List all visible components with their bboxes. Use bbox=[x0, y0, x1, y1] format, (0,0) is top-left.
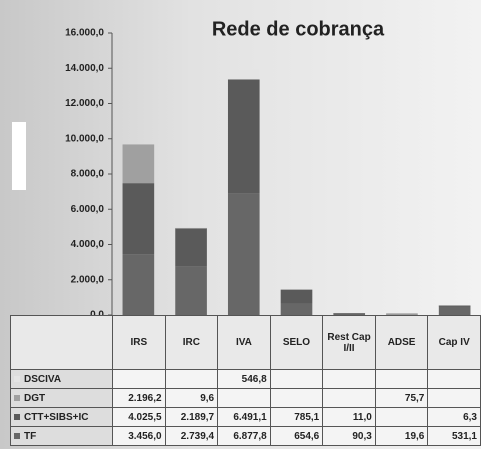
data-table: IRS IRC IVA SELO Rest Cap I/II ADSE Cap IV DSCI… bbox=[10, 315, 481, 446]
bar bbox=[333, 313, 366, 315]
data-label bbox=[269, 388, 324, 408]
data-label: 785,1 bbox=[269, 407, 324, 427]
bar bbox=[280, 289, 313, 304]
data-label bbox=[322, 388, 376, 408]
legend-label: TF bbox=[24, 430, 37, 442]
x-tick-label: IRS bbox=[112, 315, 166, 370]
header-row: IRS IRC IVA SELO Rest Cap I/II ADSE Cap IV bbox=[10, 315, 481, 370]
bar bbox=[227, 193, 260, 315]
data-label: 6.491,1 bbox=[217, 407, 271, 427]
data-label: 546,8 bbox=[217, 369, 271, 389]
data-label: 6.877,8 bbox=[217, 426, 271, 446]
legend-cell: DGT bbox=[10, 388, 113, 408]
data-label: 4.025,5 bbox=[112, 407, 166, 427]
bar bbox=[333, 313, 366, 315]
data-label: 2.189,7 bbox=[164, 407, 219, 427]
data-label: 19,6 bbox=[374, 426, 429, 446]
data-label: 654,6 bbox=[269, 426, 324, 446]
data-label bbox=[374, 407, 429, 427]
data-label bbox=[322, 369, 376, 389]
x-tick-label: SELO bbox=[269, 315, 324, 370]
bar bbox=[438, 305, 471, 307]
data-label bbox=[112, 369, 166, 389]
data-label: 9,6 bbox=[164, 388, 219, 408]
data-label: 90,3 bbox=[322, 426, 376, 446]
legend-swatch bbox=[14, 432, 20, 439]
legend-label: DSCIVA bbox=[24, 373, 62, 385]
legend-swatch bbox=[14, 413, 20, 420]
y-tick-label: 14.000,0 bbox=[65, 63, 104, 74]
corner-cell bbox=[10, 315, 113, 370]
x-tick-label: ADSE bbox=[374, 315, 429, 370]
y-tick-label: 2.000,0 bbox=[71, 274, 105, 285]
data-label bbox=[374, 369, 429, 389]
bar bbox=[227, 69, 260, 80]
table-row: TF 3.456,0 2.739,4 6.877,8 654,6 90,3 19,6 531,… bbox=[10, 426, 481, 446]
legend-swatch bbox=[14, 394, 20, 401]
x-tick-label: IRC bbox=[164, 315, 219, 370]
data-label bbox=[427, 369, 481, 389]
y-tick-label: 8.000,0 bbox=[71, 169, 105, 180]
data-label: 75,7 bbox=[374, 388, 429, 408]
bar bbox=[175, 228, 207, 267]
y-tick-label: 16.000,0 bbox=[65, 28, 104, 39]
data-label bbox=[427, 388, 481, 408]
bar bbox=[122, 144, 155, 184]
y-tick-label: 10.000,0 bbox=[65, 133, 104, 144]
table-row: DGT 2.196,2 9,6 75,7 bbox=[10, 388, 481, 408]
data-label: 11,0 bbox=[322, 407, 376, 427]
legend-cell: TF bbox=[10, 426, 113, 446]
legend-cell: DSCIVA bbox=[10, 369, 113, 389]
chart-title: Rede de cobrança bbox=[212, 18, 385, 40]
bar bbox=[227, 79, 260, 194]
decoration bbox=[12, 122, 26, 190]
legend-swatch bbox=[14, 375, 20, 382]
data-label: 3.456,0 bbox=[112, 426, 166, 446]
y-tick-label: 12.000,0 bbox=[65, 98, 104, 109]
data-label: 6,3 bbox=[427, 407, 481, 427]
table-row: CTT+SIBS+IC 4.025,5 2.189,7 6.491,1 785,1 11,… bbox=[10, 407, 481, 427]
data-label: 2.196,2 bbox=[112, 388, 166, 408]
bar bbox=[280, 303, 313, 315]
data-label bbox=[269, 369, 324, 389]
x-tick-label: Rest Cap I/II bbox=[322, 315, 376, 370]
data-label bbox=[164, 369, 219, 389]
data-label: 531,1 bbox=[427, 426, 481, 446]
y-tick-label: 6.000,0 bbox=[71, 204, 105, 215]
legend-cell: CTT+SIBS+IC bbox=[10, 407, 113, 427]
y-tick-label: 4.000,0 bbox=[71, 239, 105, 250]
bar bbox=[175, 266, 207, 315]
x-tick-label: Cap IV bbox=[427, 315, 481, 370]
x-tick-label: IVA bbox=[217, 315, 271, 370]
bar bbox=[122, 254, 155, 315]
bar bbox=[122, 183, 155, 255]
legend-label: CTT+SIBS+IC bbox=[24, 411, 89, 423]
data-label bbox=[217, 388, 271, 408]
bar bbox=[175, 227, 207, 229]
table-row: DSCIVA 546,8 bbox=[10, 369, 481, 389]
bar bbox=[386, 313, 418, 315]
bar bbox=[438, 305, 471, 315]
data-label: 2.739,4 bbox=[164, 426, 219, 446]
legend-label: DGT bbox=[24, 392, 46, 404]
